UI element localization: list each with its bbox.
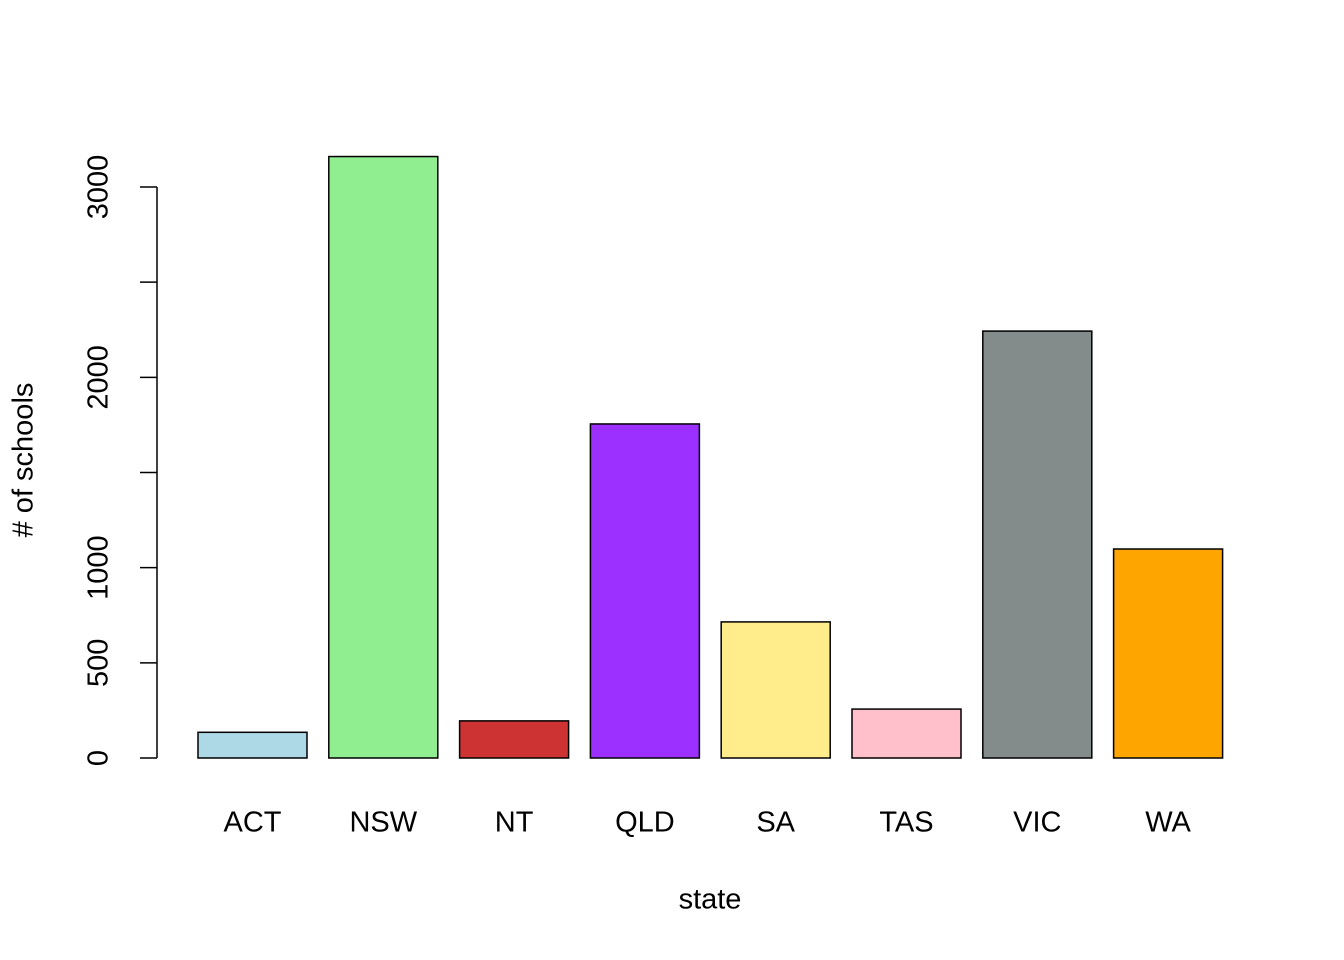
bar xyxy=(197,731,308,759)
bar xyxy=(1112,548,1224,759)
bar xyxy=(720,621,831,759)
bar xyxy=(851,708,962,759)
y-tick-label: 2000 xyxy=(83,345,115,410)
x-tick-label: NSW xyxy=(349,807,417,839)
y-tick-label: 1000 xyxy=(83,535,115,600)
bar xyxy=(982,330,1093,759)
y-axis-label: # of schools xyxy=(8,383,40,538)
x-tick-label: VIC xyxy=(1013,807,1061,839)
x-tick-label: QLD xyxy=(615,807,675,839)
y-tick-label: 3000 xyxy=(83,155,115,220)
bar xyxy=(458,720,570,759)
x-tick-label: TAS xyxy=(879,807,933,839)
y-tick-label: 0 xyxy=(83,750,115,766)
x-tick-label: WA xyxy=(1145,807,1191,839)
x-tick-label: SA xyxy=(756,807,795,839)
x-axis-label: state xyxy=(679,884,742,916)
bar xyxy=(589,423,701,759)
x-tick-label: NT xyxy=(495,807,534,839)
x-tick-label: ACT xyxy=(224,807,282,839)
bar xyxy=(328,155,439,759)
y-tick-label: 500 xyxy=(83,639,115,687)
